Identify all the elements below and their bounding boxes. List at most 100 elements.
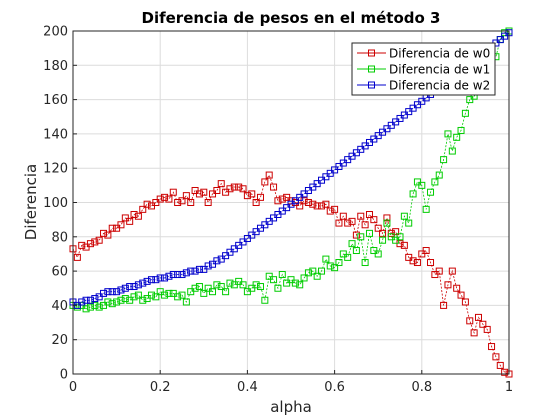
data-point-marker (200, 289, 208, 297)
data-point-marker (130, 283, 138, 291)
data-point-marker (365, 211, 373, 219)
data-point-marker (113, 298, 121, 306)
data-point-marker (134, 212, 142, 220)
x-axis-title: alpha (270, 398, 312, 416)
data-point-marker (139, 296, 147, 304)
x-tick-label: 1 (505, 380, 513, 395)
data-point-marker (152, 276, 160, 284)
data-point-marker (322, 255, 330, 263)
data-point-marker (195, 190, 203, 198)
y-axis-title: Diferencia (22, 164, 40, 240)
data-point-marker (492, 353, 500, 361)
data-point-marker (217, 283, 225, 291)
data-point-marker (383, 214, 391, 222)
data-point-marker (226, 279, 234, 287)
y-tick-label: 200 (43, 25, 68, 40)
data-point-marker (296, 281, 304, 289)
data-point-marker (344, 253, 352, 261)
data-point-marker (117, 286, 125, 294)
data-point-marker (344, 219, 352, 227)
data-point-marker (256, 193, 264, 201)
y-tick-label: 0 (60, 368, 68, 383)
data-point-marker (278, 271, 286, 279)
legend-label: Diferencia de w1 (389, 63, 490, 77)
y-tick-label: 100 (43, 196, 68, 211)
data-point-marker (357, 212, 365, 220)
data-point-marker (104, 298, 112, 306)
data-point-marker (86, 240, 94, 248)
data-point-marker (195, 283, 203, 291)
data-point-marker (400, 212, 408, 220)
data-point-marker (335, 259, 343, 267)
legend-marker (368, 49, 375, 57)
data-point-marker (174, 199, 182, 206)
data-point-marker (444, 281, 452, 289)
data-point-marker (383, 219, 391, 227)
data-point-marker (300, 274, 308, 282)
data-point-marker (222, 288, 230, 296)
data-point-marker (108, 224, 116, 232)
data-point-marker (427, 188, 435, 196)
data-point-marker (182, 192, 190, 200)
data-point-marker (117, 221, 125, 229)
data-point-marker (461, 298, 469, 306)
data-point-marker (213, 281, 221, 289)
data-point-marker (309, 267, 317, 275)
data-point-marker (409, 257, 417, 265)
data-point-marker (261, 178, 269, 186)
data-point-marker (126, 283, 134, 291)
y-tick-label: 20 (51, 333, 68, 348)
data-point-marker (427, 259, 435, 267)
x-tick-label: 0.4 (237, 380, 258, 395)
data-point-marker (191, 267, 199, 275)
data-point-marker (309, 200, 317, 208)
data-point-marker (134, 281, 142, 289)
data-point-marker (265, 171, 273, 179)
data-point-marker (95, 303, 103, 311)
data-point-marker (91, 238, 99, 246)
data-point-marker (256, 283, 264, 291)
data-point-marker (169, 188, 177, 196)
data-point-marker (413, 259, 421, 267)
data-point-marker (291, 279, 299, 287)
data-point-marker (139, 205, 147, 213)
data-point-marker (396, 233, 404, 241)
data-point-marker (392, 228, 400, 236)
data-point-marker (348, 240, 356, 248)
data-point-marker (501, 368, 509, 376)
data-point-marker (461, 109, 469, 117)
data-point-marker (422, 247, 430, 255)
data-point-marker (400, 241, 408, 249)
data-point-marker (187, 199, 195, 206)
data-point-marker (126, 217, 134, 225)
data-point-marker (165, 272, 173, 280)
legend-label: Diferencia de w0 (389, 47, 490, 61)
data-point-marker (100, 229, 108, 237)
data-point-marker (239, 185, 247, 193)
data-point-marker (95, 236, 103, 244)
data-point-marker (348, 217, 356, 225)
data-point-marker (230, 183, 238, 191)
data-point-marker (252, 199, 260, 206)
data-point-marker (161, 274, 169, 282)
data-point-marker (453, 133, 461, 141)
legend-marker (368, 65, 375, 73)
data-point-marker (457, 291, 465, 299)
data-point-marker (191, 284, 199, 292)
data-point-marker (143, 277, 151, 285)
data-point-marker (466, 317, 474, 325)
data-point-marker (304, 199, 312, 206)
data-point-marker (304, 269, 312, 277)
legend-label: Diferencia de w2 (389, 79, 490, 93)
data-point-marker (435, 171, 443, 179)
data-point-marker (165, 195, 173, 203)
data-point-marker (474, 313, 482, 321)
data-point-marker (422, 205, 430, 213)
data-point-marker (453, 284, 461, 292)
data-point-marker (496, 361, 504, 369)
data-point-marker (370, 216, 378, 224)
y-tick-label: 80 (51, 230, 68, 245)
data-point-marker (139, 279, 147, 287)
data-point-marker (418, 181, 426, 189)
